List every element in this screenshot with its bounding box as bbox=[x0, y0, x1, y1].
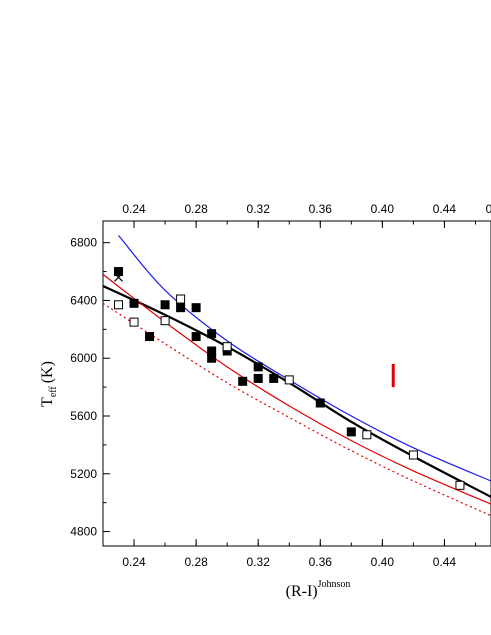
x-tick-label: 0.44 bbox=[433, 555, 457, 569]
x-top-tick-label: 0.24 bbox=[122, 202, 146, 216]
filled-square-point bbox=[346, 427, 356, 437]
open-square-point bbox=[114, 300, 124, 310]
open-square-point bbox=[160, 316, 170, 326]
filled-square-point bbox=[129, 298, 139, 308]
open-square-point bbox=[222, 342, 232, 352]
x-tick-label: 0.24 bbox=[122, 555, 146, 569]
filled-square-point bbox=[253, 362, 263, 372]
filled-square-point bbox=[238, 376, 248, 386]
open-square-point bbox=[284, 375, 294, 385]
axis-ticks bbox=[102, 221, 476, 546]
x-top-tick-label: 0.28 bbox=[184, 202, 208, 216]
open-square-point bbox=[176, 294, 186, 304]
y-tick-label: 4800 bbox=[70, 525, 97, 539]
plot-frame bbox=[102, 220, 491, 547]
y-tick-label: 5200 bbox=[70, 467, 97, 481]
filled-square-point bbox=[253, 373, 263, 383]
x-top-tick-label: 0.32 bbox=[247, 202, 271, 216]
filled-square-point bbox=[207, 353, 217, 363]
x-axis-title: (R-I)Johnson bbox=[286, 579, 351, 600]
filled-square-point bbox=[315, 398, 325, 408]
x-tick-label: 0.36 bbox=[309, 555, 333, 569]
open-square-point bbox=[408, 450, 418, 460]
filled-square-point bbox=[207, 329, 217, 339]
open-square-point bbox=[129, 317, 139, 327]
filled-square-point bbox=[176, 303, 186, 313]
x-tick-label: 0.28 bbox=[184, 555, 208, 569]
y-tick-label: 6400 bbox=[70, 293, 97, 307]
x-tick-label: 0.40 bbox=[371, 555, 395, 569]
filled-square-point bbox=[160, 300, 170, 310]
y-tick-label: 5600 bbox=[70, 409, 97, 423]
filled-square-point bbox=[145, 332, 155, 342]
fit-curve-2 bbox=[118, 235, 491, 482]
filled-square-point bbox=[114, 267, 124, 277]
data-points bbox=[114, 267, 465, 490]
cross-point bbox=[114, 272, 123, 282]
filled-square-point bbox=[269, 373, 279, 383]
x-top-tick-label: 0.36 bbox=[309, 202, 333, 216]
y-tick-label: 6800 bbox=[70, 236, 97, 250]
fit-lines bbox=[102, 235, 491, 517]
y-axis-title: Teff(K) bbox=[39, 361, 59, 407]
open-square-point bbox=[362, 430, 372, 440]
y-tick-label: 6000 bbox=[70, 351, 97, 365]
x-top-tick-label: 0.44 bbox=[433, 202, 457, 216]
x-top-tick-label: 0.40 bbox=[371, 202, 395, 216]
tick-labels: 0.24 0.28 0.32 0.36 0.40 0.44 0.24 0.28 0.32 0.36… bbox=[70, 202, 491, 569]
x-top-tick-label: 0 bbox=[486, 202, 491, 216]
fit-curve-4 bbox=[102, 302, 491, 517]
filled-square-point bbox=[191, 303, 201, 313]
filled-square-point bbox=[191, 332, 201, 342]
x-tick-label: 0.32 bbox=[247, 555, 271, 569]
open-square-point bbox=[455, 480, 465, 490]
filled-square-point bbox=[207, 346, 217, 356]
